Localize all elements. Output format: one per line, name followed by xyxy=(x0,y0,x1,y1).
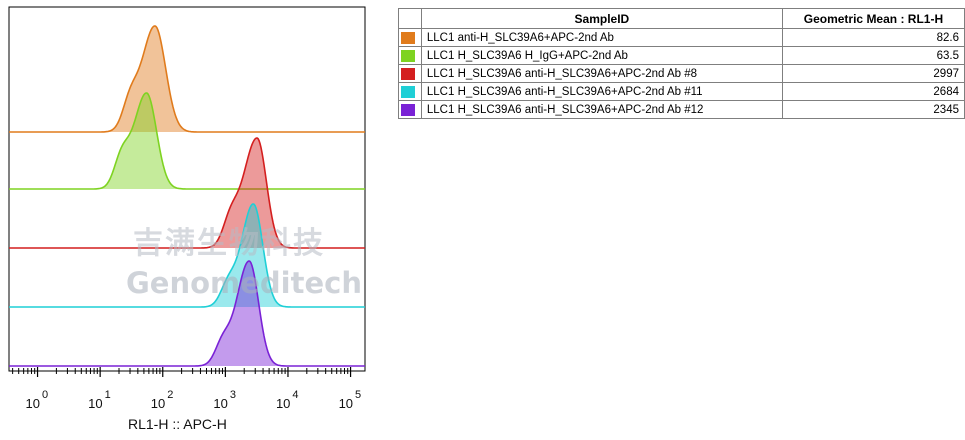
legend-header-value: Geometric Mean : RL1-H xyxy=(782,9,964,29)
x-tick-label: 105 xyxy=(339,389,362,411)
x-tick-base: 10 xyxy=(339,396,353,411)
legend-swatch-cell xyxy=(399,65,422,83)
legend-swatch-cell xyxy=(399,83,422,101)
histogram-fill-2 xyxy=(9,93,365,189)
x-tick-base: 10 xyxy=(276,396,290,411)
x-tick-exponent: 2 xyxy=(167,389,173,401)
x-tick-base: 10 xyxy=(88,396,102,411)
legend-geo-mean: 82.6 xyxy=(782,29,964,47)
x-tick-label: 103 xyxy=(213,389,236,411)
watermark-chinese: 吉满生物科技 xyxy=(133,218,325,262)
x-tick-exponent: 0 xyxy=(42,389,48,401)
legend-sample-name: LLC1 H_SLC39A6 anti-H_SLC39A6+APC-2nd Ab… xyxy=(421,65,782,83)
legend-swatch-cell xyxy=(399,29,422,47)
x-tick-base: 10 xyxy=(151,396,165,411)
legend-swatch xyxy=(401,32,415,44)
legend-swatch xyxy=(401,68,415,80)
legend-geo-mean: 63.5 xyxy=(782,47,964,65)
legend-sample-name: LLC1 H_SLC39A6 anti-H_SLC39A6+APC-2nd Ab… xyxy=(421,83,782,101)
x-axis-label: RL1-H :: APC-H xyxy=(128,416,227,432)
legend-swatch-cell xyxy=(399,47,422,65)
x-tick-exponent: 5 xyxy=(355,389,361,401)
legend-swatch xyxy=(401,86,415,98)
legend-body: LLC1 anti-H_SLC39A6+APC-2nd Ab 82.6 LLC1 H… xyxy=(399,29,965,119)
x-tick-exponent: 4 xyxy=(292,389,298,401)
watermark-english: Genomeditech xyxy=(126,266,362,300)
legend-header-corner xyxy=(399,9,422,29)
legend-sample-name: LLC1 H_SLC39A6 H_IgG+APC-2nd Ab xyxy=(421,47,782,65)
histogram-line-2 xyxy=(9,93,365,189)
x-tick-base: 10 xyxy=(213,396,227,411)
histogram-layer xyxy=(9,26,365,366)
legend-geo-mean: 2684 xyxy=(782,83,964,101)
legend-swatch-cell xyxy=(399,101,422,119)
legend-geo-mean: 2997 xyxy=(782,65,964,83)
legend-swatch xyxy=(401,104,415,116)
x-tick-base: 10 xyxy=(26,396,40,411)
legend-header-sample: SampleID xyxy=(421,9,782,29)
legend-row: LLC1 H_SLC39A6 anti-H_SLC39A6+APC-2nd Ab… xyxy=(399,101,965,119)
legend-row: LLC1 H_SLC39A6 anti-H_SLC39A6+APC-2nd Ab… xyxy=(399,65,965,83)
x-tick-label: 102 xyxy=(151,389,174,411)
legend-table: SampleID Geometric Mean : RL1-H LLC1 ant… xyxy=(398,8,965,119)
x-tick-label: 101 xyxy=(88,389,111,411)
legend-row: LLC1 H_SLC39A6 H_IgG+APC-2nd Ab 63.5 xyxy=(399,47,965,65)
x-tick-label: 104 xyxy=(276,389,299,411)
x-tick-exponent: 3 xyxy=(230,389,236,401)
histogram-line-1 xyxy=(9,26,365,132)
histogram-fill-1 xyxy=(9,26,365,132)
legend-header-row: SampleID Geometric Mean : RL1-H xyxy=(399,9,965,29)
legend-row: LLC1 anti-H_SLC39A6+APC-2nd Ab 82.6 xyxy=(399,29,965,47)
legend-sample-name: LLC1 anti-H_SLC39A6+APC-2nd Ab xyxy=(421,29,782,47)
legend-geo-mean: 2345 xyxy=(782,101,964,119)
x-tick-label: 100 xyxy=(26,389,49,411)
x-tick-exponent: 1 xyxy=(105,389,111,401)
legend-sample-name: LLC1 H_SLC39A6 anti-H_SLC39A6+APC-2nd Ab… xyxy=(421,101,782,119)
legend-row: LLC1 H_SLC39A6 anti-H_SLC39A6+APC-2nd Ab… xyxy=(399,83,965,101)
legend-swatch xyxy=(401,50,415,62)
